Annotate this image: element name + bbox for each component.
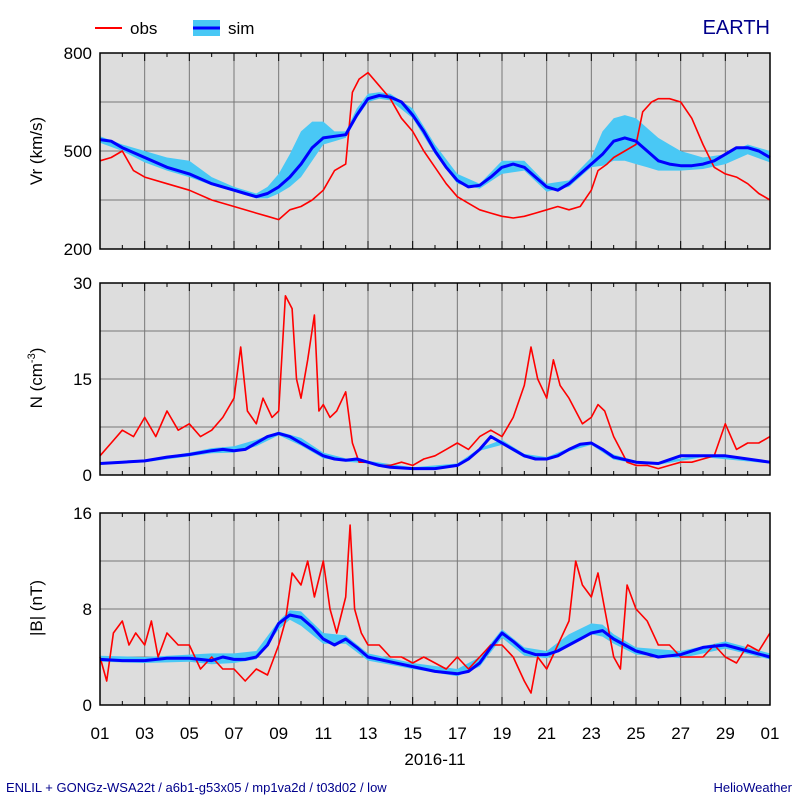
legend: obs sim (95, 19, 254, 38)
y-tick-label: 800 (64, 44, 92, 63)
x-tick-label: 01 (761, 724, 780, 743)
ylabel-density: N (cm-3) (26, 348, 46, 409)
x-tick-label: 11 (315, 724, 333, 743)
x-tick-label: 03 (135, 724, 154, 743)
y-tick-label: 8 (83, 600, 92, 619)
sim-series-line (99, 431, 771, 471)
x-tick-label: 27 (671, 724, 690, 743)
footer-model-info: ENLIL + GONGz-WSA22t / a6b1-g53x05 / mp1… (6, 780, 387, 795)
panel-vr: 200 500 800 (64, 44, 771, 259)
x-tick-label: 15 (403, 724, 422, 743)
obs-series-line (99, 524, 771, 694)
x-tick-labels: 01 03 05 07 09 11 13 15 17 19 21 23 25 27 29 01 (91, 724, 780, 743)
x-tick-label: 01 (91, 724, 110, 743)
x-tick-label: 25 (627, 724, 646, 743)
x-tick-label: 17 (448, 724, 467, 743)
x-tick-label: 23 (582, 724, 601, 743)
y-tick-label: 15 (73, 370, 92, 389)
x-tick-label: 21 (537, 724, 556, 743)
x-tick-label: 13 (359, 724, 378, 743)
y-tick-label: 0 (83, 466, 92, 485)
panel-density: 0 15 30 (73, 274, 771, 485)
location-title: EARTH (703, 17, 770, 39)
x-tick-label: 07 (225, 724, 244, 743)
sim-band (100, 610, 770, 677)
sim-band (100, 92, 770, 199)
ylabel-vr: Vr (km/s) (27, 117, 46, 185)
y-tick-label: 200 (64, 240, 92, 259)
y-tick-label: 0 (83, 696, 92, 715)
panel-bfield: 0 8 16 (73, 504, 771, 715)
ylabel-bfield: |B| (nT) (27, 580, 46, 636)
sim-series-line (99, 613, 771, 676)
x-tick-label: 29 (716, 724, 735, 743)
x-axis-date-label: 2016-11 (404, 750, 465, 769)
x-tick-label: 19 (493, 724, 512, 743)
legend-obs-label: obs (130, 19, 157, 38)
legend-sim-label: sim (228, 19, 254, 38)
footer-brand: HelioWeather (713, 780, 792, 795)
x-tick-label: 05 (180, 724, 199, 743)
x-tick-label: 09 (269, 724, 288, 743)
y-tick-label: 16 (73, 504, 92, 523)
ylabel-density-exp: -3 (26, 353, 38, 363)
obs-series-line (99, 294, 771, 470)
obs-series-line (99, 71, 771, 221)
y-tick-label: 500 (64, 142, 92, 161)
y-tick-label: 30 (73, 274, 92, 293)
sim-series-line (99, 94, 771, 199)
